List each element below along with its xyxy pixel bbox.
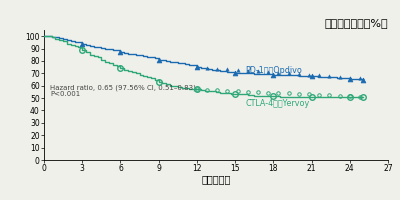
Text: P<0.001: P<0.001 bbox=[50, 91, 81, 97]
Text: 无复发生存率（%）: 无复发生存率（%） bbox=[324, 18, 388, 28]
Text: PD-1抗体Opdivo: PD-1抗体Opdivo bbox=[245, 66, 302, 75]
Text: Hazard ratio, 0.65 (97.56% CI, 0.51–0.83): Hazard ratio, 0.65 (97.56% CI, 0.51–0.83… bbox=[50, 84, 196, 91]
Text: CTLA-4抗体Yervoy: CTLA-4抗体Yervoy bbox=[245, 99, 310, 108]
X-axis label: 时间（月）: 时间（月） bbox=[201, 175, 231, 185]
